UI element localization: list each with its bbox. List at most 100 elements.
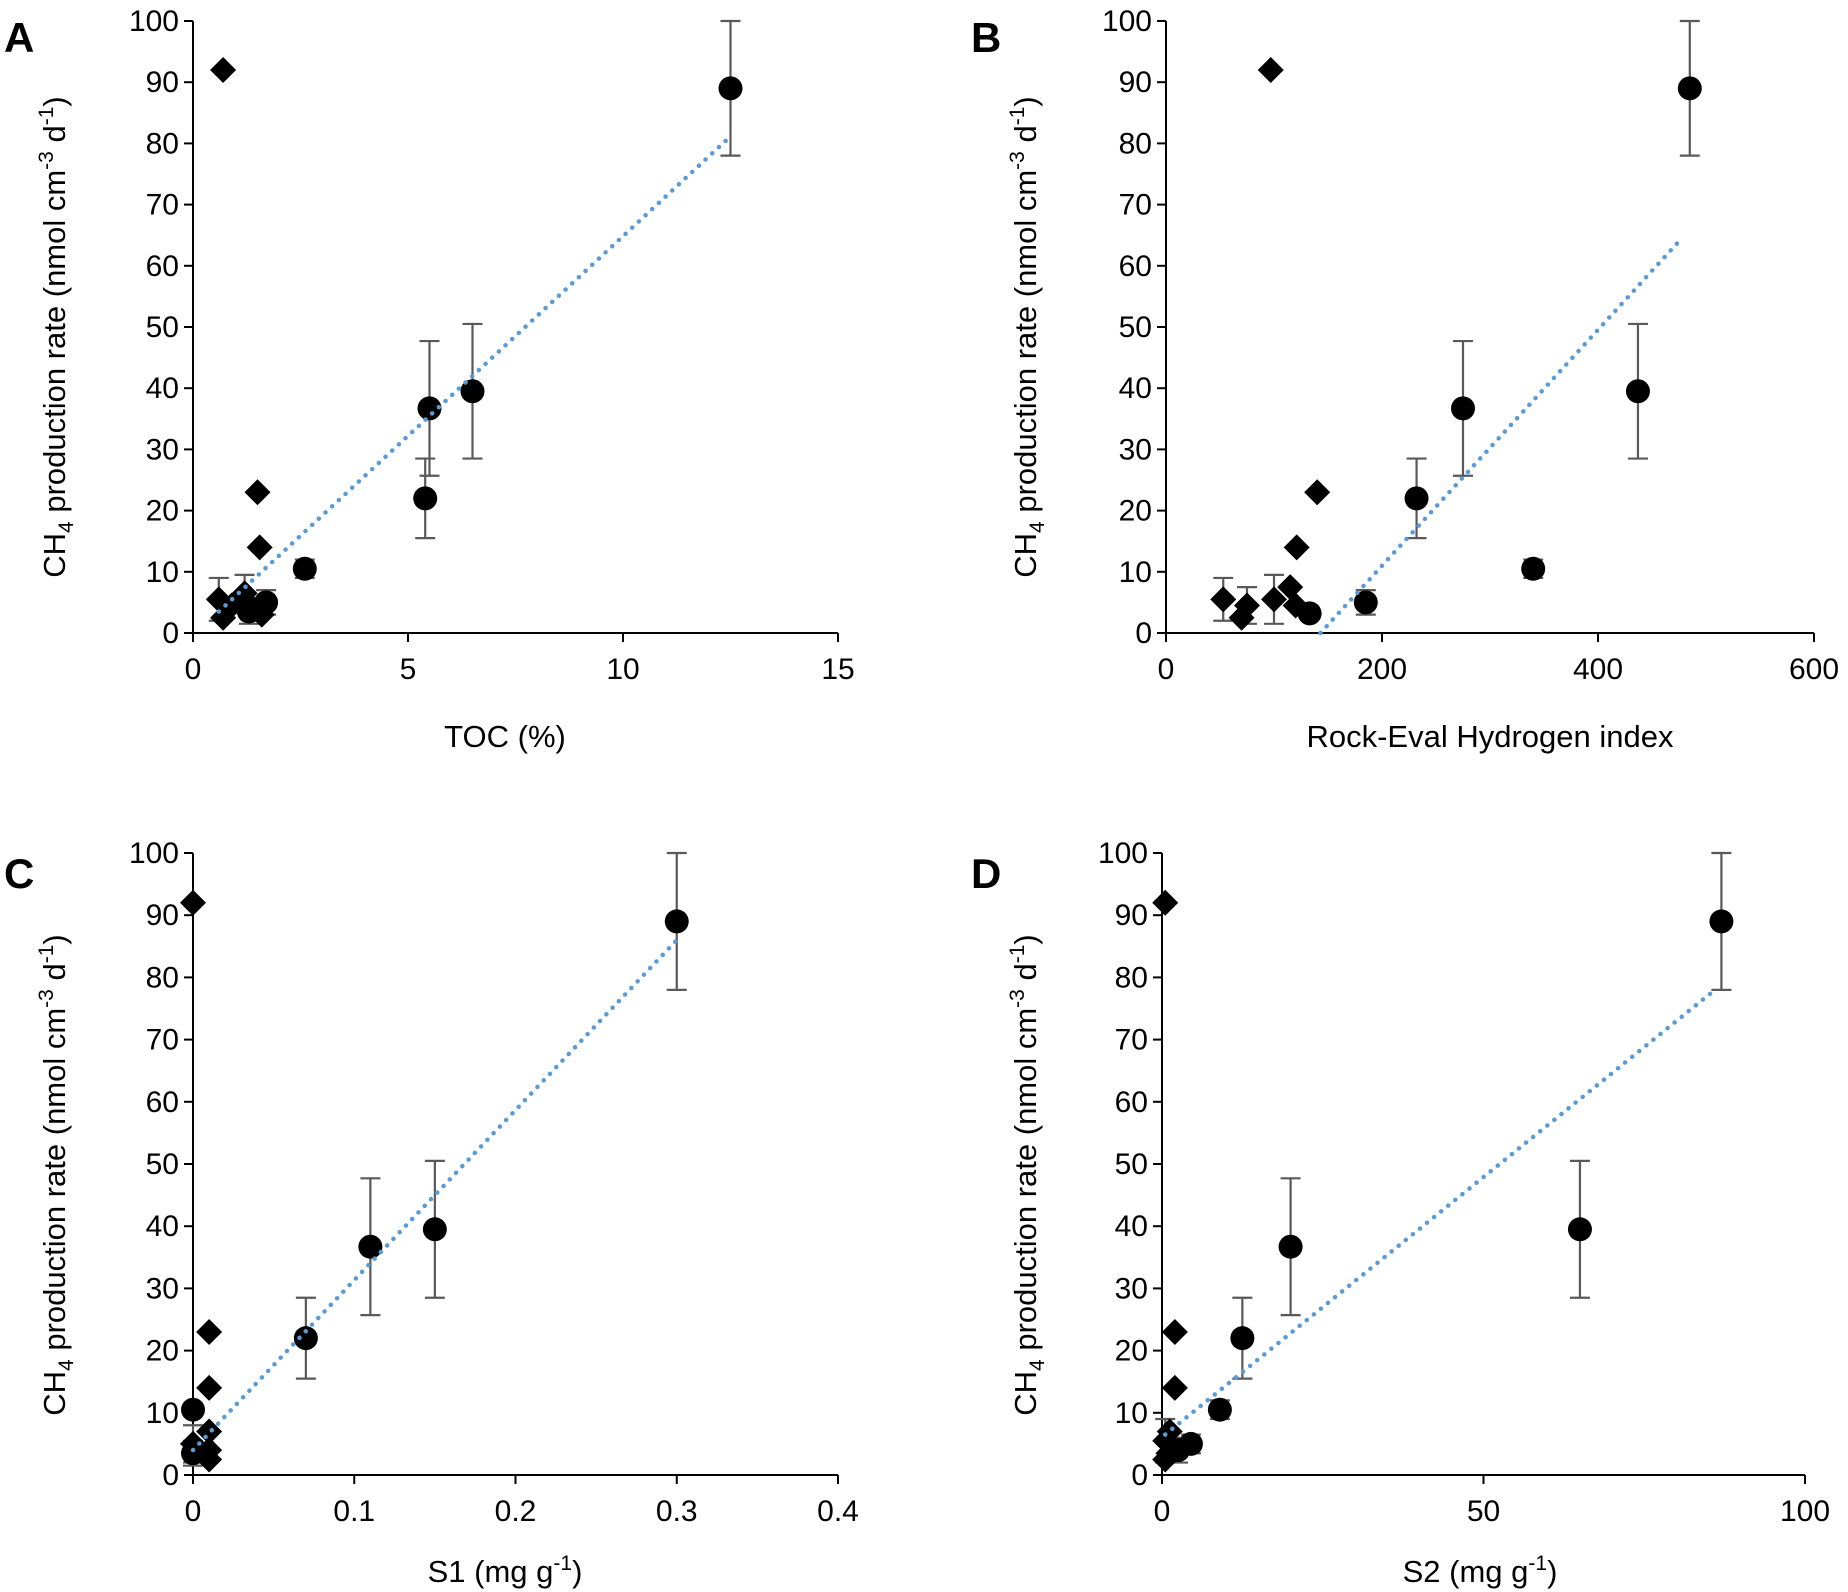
- y-tick-label: 90: [146, 899, 179, 932]
- data-point-circle: [181, 1441, 205, 1466]
- data-point-diamond: [1257, 56, 1284, 83]
- data-point-diamond: [1234, 592, 1260, 619]
- y-axis-title-superscript: -1: [35, 945, 58, 964]
- data-point-diamond: [1283, 534, 1310, 561]
- y-axis-title-d: d: [1008, 963, 1043, 989]
- data-point-circle: [1207, 1397, 1232, 1422]
- y-tick-label: 90: [1119, 66, 1152, 99]
- trendline: [1318, 239, 1682, 636]
- data-point-diamond: [196, 1318, 223, 1345]
- data-point-circle: [358, 1234, 383, 1259]
- x-axis-title: S1 (mg g-1): [428, 1552, 583, 1589]
- data-point-diamond: [246, 534, 273, 561]
- panel-letter: B: [971, 14, 1001, 61]
- x-axis-title-close: ): [1547, 1554, 1557, 1589]
- data-point-circle: [1625, 379, 1650, 404]
- y-axis-title-suffix: ): [1008, 934, 1043, 944]
- x-tick-label: 0: [185, 653, 202, 686]
- y-tick-label: 40: [1119, 372, 1152, 405]
- data-point-circle: [1677, 76, 1702, 101]
- data-point-diamond: [244, 479, 271, 506]
- y-axis-title-superscript: -1: [35, 107, 58, 126]
- y-axis-title-superscript: -3: [35, 989, 58, 1008]
- y-tick-label: 70: [146, 1024, 179, 1057]
- x-tick-label: 0: [1158, 653, 1175, 686]
- data-point-diamond: [1152, 889, 1179, 916]
- y-axis-title-suffix: ): [37, 96, 72, 106]
- data-point-circle: [292, 556, 317, 581]
- data-point-circle: [1230, 1326, 1255, 1351]
- data-point-circle: [1297, 601, 1322, 626]
- y-tick-label: 100: [129, 5, 179, 38]
- x-tick-label: 200: [1357, 653, 1407, 686]
- y-tick-label: 30: [146, 433, 179, 466]
- y-axis-title-d: d: [37, 125, 72, 151]
- y-axis-title-prefix: CH: [37, 533, 72, 578]
- y-tick-label: 80: [1115, 961, 1148, 994]
- y-tick-label: 30: [1115, 1272, 1148, 1305]
- data-point-circle: [422, 1217, 447, 1242]
- y-tick-label: 30: [146, 1272, 179, 1305]
- y-axis-title-d: d: [1008, 125, 1043, 151]
- chart-panel-c: C 0 10 20 30 40 50 60 70 80 90 100 0 0.1 0.2 0.3 0.4 S1 (…: [4, 837, 859, 1589]
- y-tick-label: 70: [1119, 189, 1152, 222]
- y-axis-title-middle: production rate (nmol cm: [37, 170, 72, 521]
- y-axis-title-subscript: 4: [1026, 1359, 1049, 1371]
- data-point-diamond: [1304, 479, 1331, 506]
- x-tick-label: 400: [1573, 653, 1623, 686]
- y-axis-title-superscript: -3: [1006, 989, 1029, 1008]
- x-tick-label: 0: [1154, 1495, 1171, 1528]
- data-point-circle: [1166, 1438, 1191, 1463]
- y-tick-label: 80: [146, 961, 179, 994]
- y-tick-label: 60: [1115, 1086, 1148, 1119]
- y-tick-label: 100: [1102, 5, 1152, 38]
- panel-letter: C: [4, 850, 34, 897]
- y-axis-title-suffix: ): [1008, 96, 1043, 106]
- y-axis-title-middle: production rate (nmol cm: [1008, 170, 1043, 521]
- y-axis-title-middle: production rate (nmol cm: [37, 1008, 72, 1359]
- data-point-diamond: [1161, 1374, 1188, 1401]
- x-axis-title-text: S2 (mg g: [1403, 1554, 1529, 1589]
- x-tick-label: 15: [821, 653, 854, 686]
- data-point-circle: [413, 486, 438, 511]
- y-tick-label: 70: [1115, 1024, 1148, 1057]
- y-tick-label: 80: [146, 127, 179, 160]
- x-axis-title: TOC (%): [444, 719, 566, 754]
- data-point-diamond: [1210, 586, 1237, 613]
- data-point-circle: [1521, 556, 1546, 581]
- data-point-circle: [417, 396, 442, 421]
- y-axis-title-d: d: [37, 963, 72, 989]
- y-tick-label: 60: [1119, 250, 1152, 283]
- chart-panel-b: B 0 10 20 30 40 50 60 70 80 90 100 0 200 400 600 Rock-Ev…: [971, 5, 1839, 754]
- y-tick-label: 70: [146, 189, 179, 222]
- y-tick-label: 80: [1119, 127, 1152, 160]
- y-axis-title-superscript: -1: [1006, 945, 1029, 964]
- y-tick-label: 30: [1119, 433, 1152, 466]
- y-tick-label: 0: [162, 1459, 179, 1492]
- y-tick-label: 100: [1098, 837, 1148, 870]
- x-axis-title: Rock-Eval Hydrogen index: [1306, 719, 1674, 754]
- y-axis-title-superscript: -3: [1006, 151, 1029, 170]
- y-axis-title-prefix: CH: [1008, 533, 1043, 578]
- x-axis-title-superscript: -1: [553, 1552, 572, 1575]
- data-point-circle: [664, 909, 689, 934]
- x-tick-label: 0.1: [333, 1495, 375, 1528]
- y-tick-label: 40: [146, 1210, 179, 1243]
- x-tick-label: 0: [185, 1495, 202, 1528]
- x-tick-label: 100: [1780, 1495, 1830, 1528]
- data-point-diamond: [1161, 1318, 1188, 1345]
- data-point-diamond: [196, 1418, 223, 1445]
- data-point-diamond: [1261, 586, 1287, 613]
- y-tick-label: 100: [129, 837, 179, 870]
- y-axis-title: CH4 production rate (nmol cm-3 d-1): [1006, 96, 1049, 578]
- data-point-circle: [181, 1397, 205, 1422]
- y-tick-label: 60: [146, 1086, 179, 1119]
- data-point-diamond: [210, 56, 237, 83]
- y-tick-label: 50: [146, 311, 179, 344]
- y-tick-label: 10: [1115, 1397, 1148, 1430]
- data-point-circle: [1567, 1217, 1592, 1242]
- data-point-diamond: [180, 889, 206, 916]
- y-tick-label: 60: [146, 250, 179, 283]
- x-tick-label: 10: [606, 653, 639, 686]
- y-tick-label: 90: [146, 66, 179, 99]
